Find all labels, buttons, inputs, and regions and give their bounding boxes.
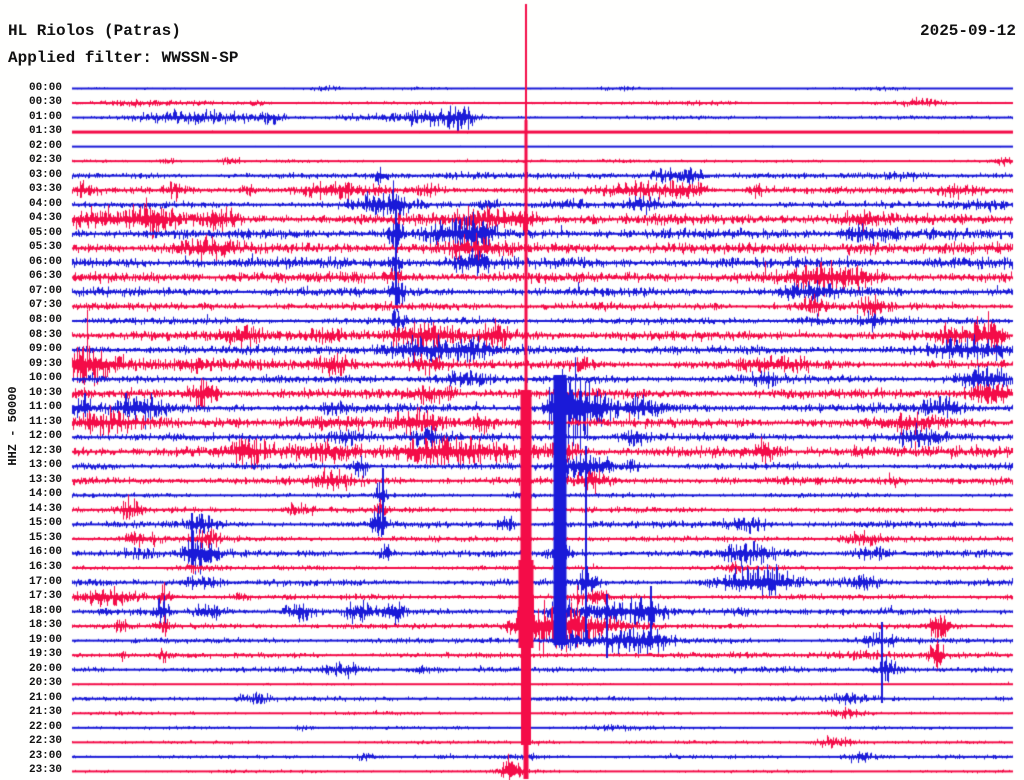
row-label: 10:00 [28, 372, 62, 385]
row-label: 03:30 [28, 183, 62, 196]
row-label: 15:00 [28, 517, 62, 530]
row-label: 11:00 [28, 401, 62, 414]
row-label: 18:30 [28, 619, 62, 632]
row-label: 19:00 [28, 633, 62, 646]
row-label: 21:00 [28, 691, 62, 704]
row-label: 17:00 [28, 575, 62, 588]
row-label: 01:00 [28, 110, 62, 123]
row-label: 02:30 [28, 154, 62, 167]
row-label: 23:30 [28, 764, 62, 777]
row-label: 06:00 [28, 255, 62, 268]
row-label: 09:00 [28, 343, 62, 356]
row-label: 02:00 [28, 139, 62, 152]
station-title: HL Riolos (Patras) [8, 22, 181, 40]
row-label: 12:30 [28, 444, 62, 457]
row-label: 07:00 [28, 284, 62, 297]
row-label: 17:30 [28, 590, 62, 603]
row-label: 22:00 [28, 720, 62, 733]
row-label: 04:00 [28, 197, 62, 210]
row-label: 12:00 [28, 430, 62, 443]
filter-label: Applied filter: WWSSN-SP [8, 49, 239, 67]
row-label: 23:00 [28, 749, 62, 762]
row-label: 14:00 [28, 488, 62, 501]
row-label: 07:30 [28, 299, 62, 312]
row-label: 05:00 [28, 226, 62, 239]
row-label: 11:30 [28, 415, 62, 428]
row-label: 14:30 [28, 502, 62, 515]
row-label: 00:30 [28, 96, 62, 109]
row-label: 20:00 [28, 662, 62, 675]
row-label: 15:30 [28, 531, 62, 544]
row-label: 13:30 [28, 473, 62, 486]
row-label: 18:00 [28, 604, 62, 617]
row-label: 08:30 [28, 328, 62, 341]
row-label: 21:30 [28, 706, 62, 719]
row-label: 22:30 [28, 735, 62, 748]
date-label: 2025-09-12 [919, 22, 1016, 40]
row-label: 08:00 [28, 313, 62, 326]
row-label: 00:00 [28, 81, 62, 94]
row-label: 03:00 [28, 168, 62, 181]
row-label: 04:30 [28, 212, 62, 225]
row-label: 05:30 [28, 241, 62, 254]
row-label: 16:00 [28, 546, 62, 559]
row-label: 06:30 [28, 270, 62, 283]
row-label: 20:30 [28, 677, 62, 690]
row-label: 19:30 [28, 648, 62, 661]
row-label: 16:30 [28, 560, 62, 573]
row-label: 09:30 [28, 357, 62, 370]
row-label: 10:30 [28, 386, 62, 399]
row-label: 01:30 [28, 125, 62, 138]
row-label: 13:00 [28, 459, 62, 472]
